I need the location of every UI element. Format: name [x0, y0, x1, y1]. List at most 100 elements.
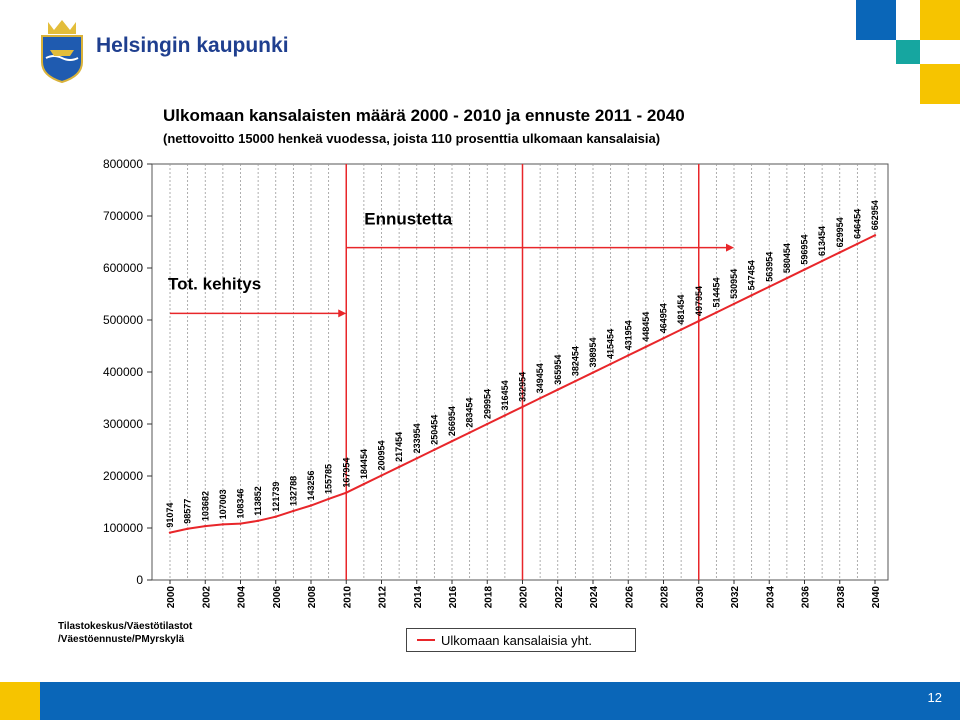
deco-square-blue — [856, 0, 896, 40]
data-point — [239, 522, 242, 525]
org-name: Helsingin kaupunki — [96, 34, 289, 57]
data-label: 431954 — [623, 320, 633, 350]
data-label: 200954 — [377, 440, 387, 470]
data-point — [591, 371, 595, 374]
chart-legend: Ulkomaan kansalaisia yht. — [406, 628, 636, 652]
data-label: 547454 — [747, 260, 757, 290]
data-label: 91074 — [165, 503, 175, 528]
data-point — [415, 457, 418, 460]
data-label: 283454 — [465, 398, 475, 428]
data-label: 481454 — [676, 295, 686, 325]
data-label: 217454 — [394, 432, 404, 462]
x-tick-label: 2026 — [624, 586, 635, 609]
data-point — [556, 388, 559, 391]
data-point — [627, 354, 630, 357]
data-point — [345, 491, 348, 494]
x-tick-label: 2038 — [836, 586, 847, 609]
deco-square-teal — [896, 40, 920, 64]
data-label: 250454 — [429, 415, 439, 445]
data-point — [450, 439, 454, 443]
y-tick-label: 700000 — [103, 209, 143, 223]
x-tick-label: 2014 — [413, 586, 424, 609]
data-point — [732, 302, 736, 306]
source-line-1: Tilastokeskus/Väestötilastot — [58, 621, 193, 632]
annotation-label: Ennustetta — [364, 210, 452, 229]
data-label: 132788 — [288, 476, 298, 506]
y-tick-label: 400000 — [103, 365, 143, 379]
y-tick-label: 100000 — [103, 521, 143, 535]
data-label: 662954 — [870, 200, 880, 230]
data-point — [256, 519, 260, 522]
x-tick-label: 2008 — [307, 586, 318, 609]
source-line-2: /Väestöennuste/PMyrskylä — [58, 634, 185, 645]
data-label: 349454 — [535, 363, 545, 393]
data-label: 464954 — [659, 303, 669, 333]
chart-title: Ulkomaan kansalaisten määrä 2000 - 2010 … — [163, 106, 685, 125]
data-point — [574, 379, 577, 383]
data-point — [609, 362, 612, 366]
data-point — [168, 531, 172, 534]
data-label: 448454 — [641, 312, 651, 342]
x-tick-label: 2020 — [519, 586, 530, 609]
x-tick-label: 2040 — [871, 586, 882, 609]
annotation-arrowhead — [726, 243, 734, 252]
legend-label: Ulkomaan kansalaisia yht. — [441, 632, 593, 648]
data-label: 155785 — [324, 464, 334, 494]
data-point — [204, 524, 207, 528]
x-tick-label: 2006 — [272, 586, 283, 609]
data-point — [503, 414, 507, 417]
data-point — [873, 234, 877, 237]
data-label: 316454 — [500, 380, 510, 410]
data-label: 107003 — [218, 489, 228, 519]
data-label: 514454 — [711, 277, 721, 307]
x-tick-label: 2022 — [554, 586, 565, 609]
data-label: 121739 — [271, 482, 281, 512]
y-tick-label: 800000 — [103, 157, 143, 171]
data-point — [679, 328, 683, 331]
x-tick-label: 2030 — [695, 586, 706, 609]
data-point — [715, 311, 718, 314]
data-label: 629954 — [835, 217, 845, 247]
data-point — [274, 515, 277, 518]
data-point — [327, 497, 330, 501]
y-tick-label: 600000 — [103, 261, 143, 275]
data-label: 299954 — [482, 389, 492, 419]
x-tick-label: 2032 — [730, 586, 741, 609]
data-label: 143256 — [306, 470, 316, 500]
data-point — [644, 345, 648, 349]
data-point — [397, 465, 401, 469]
y-tick-label: 300000 — [103, 417, 143, 431]
data-point — [309, 504, 313, 507]
data-label: 98577 — [183, 499, 193, 524]
data-point — [697, 319, 700, 323]
data-label: 332954 — [518, 372, 528, 402]
data-point — [380, 474, 383, 477]
chart-subtitle: (nettovoitto 15000 henkeä vuodessa, jois… — [163, 131, 661, 146]
data-label: 103682 — [200, 491, 210, 521]
footer-accent — [0, 682, 40, 720]
y-tick-label: 0 — [136, 573, 143, 587]
data-label: 184454 — [359, 449, 369, 479]
deco-square-yellow-top — [920, 0, 960, 40]
data-label: 167954 — [341, 458, 351, 488]
data-point — [750, 294, 753, 297]
data-point — [662, 337, 665, 340]
x-tick-label: 2012 — [378, 586, 389, 609]
data-label: 398954 — [588, 337, 598, 367]
x-tick-label: 2010 — [342, 586, 353, 609]
data-label: 382454 — [570, 346, 580, 376]
data-label: 563954 — [764, 252, 774, 282]
data-label: 415454 — [606, 329, 616, 359]
annotation-arrowhead — [338, 309, 347, 318]
data-label: 497954 — [694, 286, 704, 316]
data-point — [362, 482, 366, 486]
x-tick-label: 2036 — [801, 586, 812, 609]
data-label: 646454 — [852, 209, 862, 239]
data-point — [433, 448, 436, 451]
source-note: Tilastokeskus/Väestötilastot /Väestöennu… — [58, 620, 192, 646]
data-point — [221, 523, 225, 526]
data-point — [468, 431, 471, 434]
annotation-label: Tot. kehitys — [168, 274, 261, 293]
data-point — [820, 259, 824, 263]
